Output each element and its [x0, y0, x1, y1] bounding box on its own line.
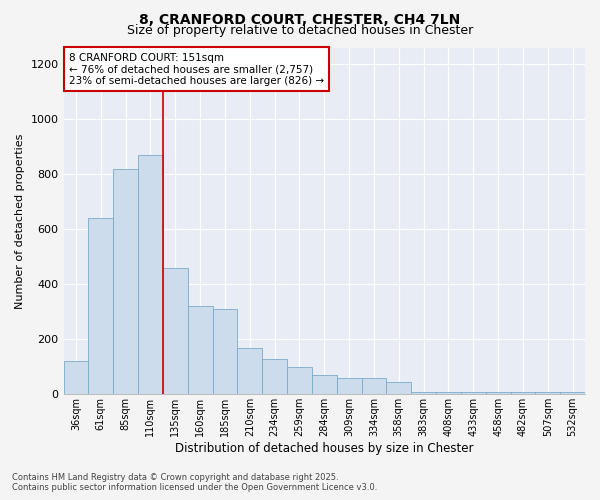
Bar [337, 378, 362, 394]
X-axis label: Distribution of detached houses by size in Chester: Distribution of detached houses by size … [175, 442, 473, 455]
Bar [535, 392, 560, 394]
Bar [312, 375, 337, 394]
Bar [88, 218, 113, 394]
Bar [386, 382, 411, 394]
Bar [163, 268, 188, 394]
Y-axis label: Number of detached properties: Number of detached properties [15, 133, 25, 308]
Bar [212, 309, 238, 394]
Bar [262, 358, 287, 394]
Text: 8 CRANFORD COURT: 151sqm
← 76% of detached houses are smaller (2,757)
23% of sem: 8 CRANFORD COURT: 151sqm ← 76% of detach… [69, 52, 324, 86]
Bar [411, 392, 436, 394]
Bar [560, 392, 585, 394]
Text: 8, CRANFORD COURT, CHESTER, CH4 7LN: 8, CRANFORD COURT, CHESTER, CH4 7LN [139, 12, 461, 26]
Bar [287, 367, 312, 394]
Bar [436, 392, 461, 394]
Bar [461, 392, 485, 394]
Bar [238, 348, 262, 395]
Bar [188, 306, 212, 394]
Bar [138, 155, 163, 394]
Bar [64, 362, 88, 394]
Text: Size of property relative to detached houses in Chester: Size of property relative to detached ho… [127, 24, 473, 37]
Text: Contains HM Land Registry data © Crown copyright and database right 2025.
Contai: Contains HM Land Registry data © Crown c… [12, 473, 377, 492]
Bar [113, 168, 138, 394]
Bar [485, 392, 511, 394]
Bar [362, 378, 386, 394]
Bar [511, 392, 535, 394]
